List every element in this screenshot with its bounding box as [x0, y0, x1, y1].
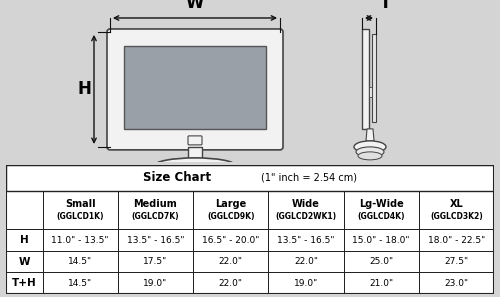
- Bar: [118, 191, 193, 229]
- Bar: [268, 191, 344, 229]
- Text: 25.0": 25.0": [369, 257, 393, 266]
- Bar: [6, 251, 494, 273]
- Bar: [419, 229, 494, 251]
- Bar: [6, 273, 43, 294]
- Text: XL: XL: [450, 199, 464, 209]
- Bar: [419, 273, 494, 294]
- Text: (1" inch = 2.54 cm): (1" inch = 2.54 cm): [260, 173, 356, 183]
- Bar: [118, 251, 193, 273]
- Text: (GGLCD7K): (GGLCD7K): [132, 212, 180, 221]
- Polygon shape: [372, 34, 376, 122]
- Text: 13.5" - 16.5": 13.5" - 16.5": [126, 236, 184, 245]
- Ellipse shape: [154, 158, 236, 174]
- Bar: [42, 251, 118, 273]
- Text: (GGLCD1K): (GGLCD1K): [56, 212, 104, 221]
- Text: 19.0": 19.0": [144, 279, 168, 288]
- Text: 22.0": 22.0": [294, 257, 318, 266]
- Text: Medium: Medium: [134, 199, 178, 209]
- Bar: [6, 273, 494, 294]
- Bar: [42, 191, 118, 229]
- Text: H: H: [77, 80, 91, 98]
- Bar: [6, 165, 494, 191]
- Text: 17.5": 17.5": [144, 257, 168, 266]
- Bar: [118, 229, 193, 251]
- Text: (GGLCD3K2): (GGLCD3K2): [430, 212, 483, 221]
- Text: (GGLCD2WK1): (GGLCD2WK1): [276, 212, 336, 221]
- Bar: [6, 191, 494, 229]
- Text: H: H: [20, 235, 28, 245]
- Text: (GGLCD4K): (GGLCD4K): [358, 212, 405, 221]
- Ellipse shape: [354, 141, 386, 153]
- Bar: [193, 251, 268, 273]
- Text: Small: Small: [65, 199, 96, 209]
- Bar: [419, 251, 494, 273]
- Bar: [268, 251, 344, 273]
- Bar: [6, 165, 494, 191]
- Text: 16.5" - 20.0": 16.5" - 20.0": [202, 236, 260, 245]
- Text: W: W: [18, 257, 30, 267]
- Text: 22.0": 22.0": [218, 279, 242, 288]
- Bar: [42, 229, 118, 251]
- Bar: [344, 273, 419, 294]
- Bar: [6, 251, 43, 273]
- Bar: [6, 191, 43, 229]
- Text: Wide: Wide: [292, 199, 320, 209]
- Bar: [124, 46, 266, 129]
- Bar: [42, 273, 118, 294]
- Bar: [193, 191, 268, 229]
- Text: 14.5": 14.5": [68, 279, 92, 288]
- Text: 13.5" - 16.5": 13.5" - 16.5": [277, 236, 334, 245]
- Text: 19.0": 19.0": [294, 279, 318, 288]
- Text: 14.5": 14.5": [68, 257, 92, 266]
- Bar: [6, 229, 43, 251]
- Text: Lg-Wide: Lg-Wide: [359, 199, 404, 209]
- Bar: [193, 229, 268, 251]
- Bar: [419, 191, 494, 229]
- Text: 11.0" - 13.5": 11.0" - 13.5": [52, 236, 109, 245]
- Ellipse shape: [358, 152, 382, 160]
- Bar: [344, 229, 419, 251]
- Ellipse shape: [162, 170, 228, 180]
- Bar: [6, 229, 494, 251]
- Text: 21.0": 21.0": [369, 279, 393, 288]
- Bar: [118, 273, 193, 294]
- Text: T+H: T+H: [12, 278, 36, 288]
- Bar: [188, 147, 202, 161]
- Bar: [344, 191, 419, 229]
- Text: Large: Large: [215, 199, 246, 209]
- Ellipse shape: [356, 147, 384, 157]
- Text: T: T: [380, 0, 392, 12]
- Polygon shape: [362, 29, 369, 129]
- Bar: [268, 229, 344, 251]
- Text: 18.0" - 22.5": 18.0" - 22.5": [428, 236, 485, 245]
- FancyBboxPatch shape: [107, 29, 283, 150]
- FancyBboxPatch shape: [188, 136, 202, 145]
- Text: W: W: [186, 0, 204, 12]
- Text: Size Chart: Size Chart: [142, 171, 211, 184]
- Bar: [344, 251, 419, 273]
- Text: 23.0": 23.0": [444, 279, 468, 288]
- Bar: [268, 273, 344, 294]
- Ellipse shape: [158, 164, 232, 177]
- Polygon shape: [366, 129, 374, 141]
- Bar: [193, 273, 268, 294]
- Polygon shape: [369, 87, 372, 97]
- Text: 27.5": 27.5": [444, 257, 468, 266]
- Text: 22.0": 22.0": [218, 257, 242, 266]
- Text: 15.0" - 18.0": 15.0" - 18.0": [352, 236, 410, 245]
- Text: (GGLCD9K): (GGLCD9K): [207, 212, 254, 221]
